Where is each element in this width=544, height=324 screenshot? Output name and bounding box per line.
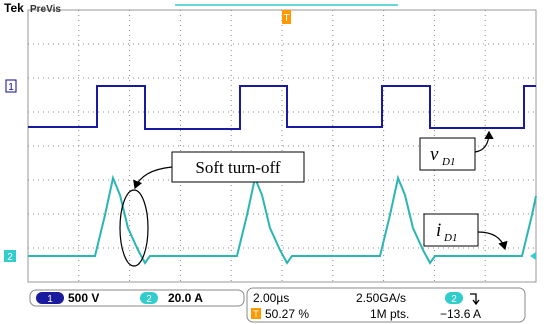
brand: Tek <box>4 1 24 15</box>
trigger-position-icon-label: T <box>253 309 259 319</box>
mode: PreVis <box>30 4 61 15</box>
trigger-source: 2 <box>451 294 457 305</box>
v-label-arrow <box>475 132 489 152</box>
ch1-scale: 500 V <box>68 291 99 305</box>
v-label-sub: D1 <box>441 156 455 168</box>
sample-rate: 2.50GA/s <box>356 291 406 305</box>
scope-screen: Tek PreVis T 1 2 Soft turn-off v D1 i D1… <box>0 0 544 324</box>
annotation-text: Soft turn-off <box>195 158 280 177</box>
ch2-marker-label: 2 <box>7 252 13 263</box>
trigger-marker-label: T <box>283 13 289 24</box>
i-label-arrow <box>478 232 505 249</box>
ch1-marker-label: 1 <box>8 82 14 93</box>
timebase: 2.00µs <box>253 291 289 305</box>
ch2-badge-label: 2 <box>146 294 152 305</box>
ch1-waveform <box>28 86 536 129</box>
highlight-ellipse <box>120 190 148 266</box>
ch1-badge-label: 1 <box>47 294 53 305</box>
annotation-arrow <box>135 167 172 188</box>
trigger-level: −13.6 A <box>440 307 481 321</box>
record-length: 1M pts. <box>370 307 409 321</box>
ch2-level-marker <box>530 252 536 260</box>
i-label: i <box>436 220 441 241</box>
v-label: v <box>430 144 439 165</box>
i-label-sub: D1 <box>443 232 457 244</box>
ch2-scale: 20.0 A <box>168 291 203 305</box>
trigger-position: 50.27 % <box>265 307 309 321</box>
